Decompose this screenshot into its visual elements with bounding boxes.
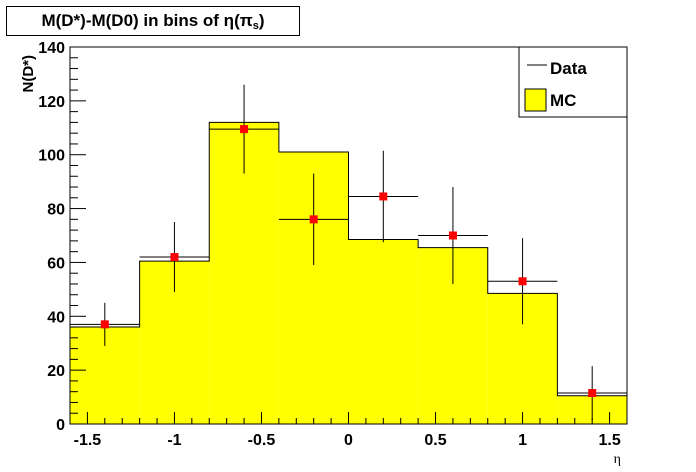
y-tick-label: 80 [47, 202, 65, 219]
legend-label-data: Data [550, 59, 587, 78]
legend-mc-swatch [524, 88, 547, 112]
mc-bin [348, 239, 419, 424]
data-point [170, 253, 179, 262]
y-tick-label: 100 [38, 148, 65, 165]
data-point [379, 192, 388, 201]
chart-title: M(D*)-M(D0) in bins of η(πs) [6, 6, 300, 36]
legend-label-mc: MC [550, 91, 576, 110]
x-tick-label: 1 [518, 432, 527, 449]
x-tick-label: 0.5 [424, 432, 446, 449]
y-tick-label: 60 [47, 255, 65, 272]
y-axis-label: N(D*) [20, 55, 37, 93]
y-tick-label: 20 [47, 363, 65, 380]
x-tick-label: 1.5 [598, 432, 620, 449]
x-tick-label: 0 [344, 432, 353, 449]
y-tick-label: 140 [38, 40, 65, 57]
y-tick-label: 40 [47, 309, 65, 326]
chart-title-main: M(D*)-M(D0) in bins of η(π [41, 11, 253, 30]
data-point [100, 320, 109, 329]
data-point [588, 389, 597, 398]
data-point [518, 277, 527, 286]
x-tick-label: -0.5 [248, 432, 276, 449]
chart-title-close: ) [258, 11, 265, 30]
mc-histogram-outline [69, 121, 628, 424]
x-tick-label: -1 [167, 432, 181, 449]
x-axis-label: η [614, 452, 621, 467]
x-tick-label: -1.5 [74, 432, 102, 449]
y-tick-label: 120 [38, 94, 65, 111]
y-tick-label: 0 [56, 417, 65, 434]
data-point [448, 231, 457, 240]
data-point [240, 125, 249, 134]
data-point [309, 215, 318, 224]
chart-title-subscript: s [252, 20, 259, 32]
